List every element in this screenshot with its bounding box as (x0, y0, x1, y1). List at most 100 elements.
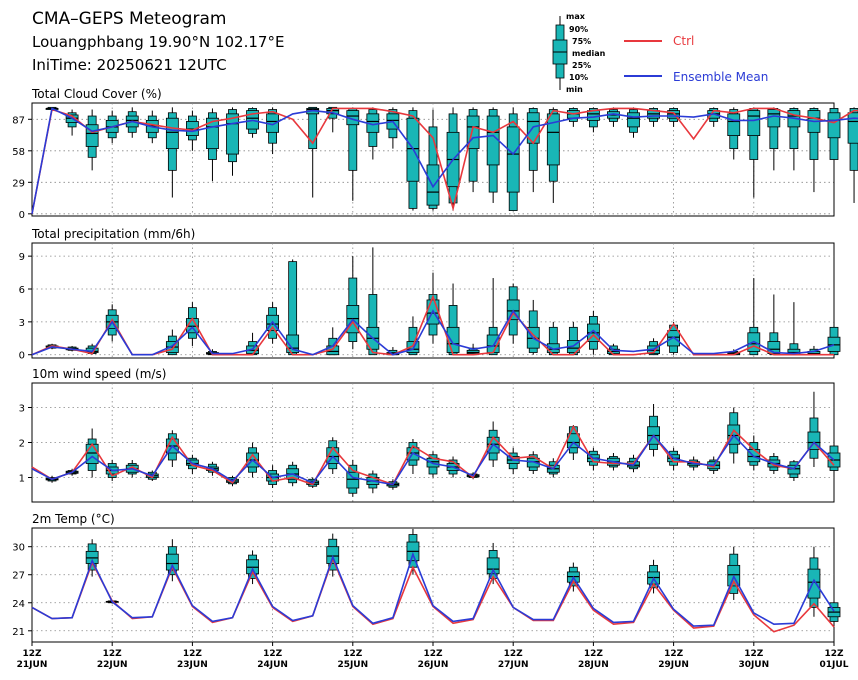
ctrl-series-line (31, 294, 834, 356)
box-plot (747, 107, 761, 198)
box-outer (368, 294, 378, 356)
x-tick-date: 27JUN (498, 660, 529, 670)
box-inner (807, 568, 821, 599)
x-tick-date: 22JUN (97, 660, 128, 670)
legend-ctrl-label: Ctrl (673, 34, 694, 48)
x-tick-date: 26JUN (418, 660, 449, 670)
box-plot (85, 539, 99, 577)
box-plot (406, 107, 420, 211)
panel-temp: 21 24 27 30 (12, 527, 841, 643)
box-inner (827, 112, 841, 139)
box-plot (165, 539, 179, 582)
panel-title-wind: 10m wind speed (m/s) (32, 367, 166, 381)
x-tick-hour: 12Z (423, 649, 443, 659)
y-tick-label: 1 (19, 474, 25, 485)
y-tick-label: 0 (19, 210, 25, 221)
box-inner (667, 330, 680, 347)
legend-p90: 90% (569, 25, 588, 34)
y-tick-label: 87 (12, 115, 25, 126)
legend-box-glyph (552, 16, 568, 90)
box-plot (847, 107, 858, 203)
box-inner (546, 113, 560, 166)
box-plot (165, 107, 179, 198)
box-plot (827, 107, 841, 193)
x-tick-hour: 12Z (584, 649, 604, 659)
legend-p10: 10% (569, 73, 588, 82)
panel-wind: 1 2 3 (19, 382, 841, 503)
box-plot (827, 321, 841, 356)
legend-median: median (572, 49, 606, 58)
box-plot (667, 321, 680, 355)
legend-p75: 75% (572, 37, 591, 46)
box-inner (165, 553, 179, 571)
x-tick-hour: 12Z (343, 649, 363, 659)
x-tick-hour: 12Z (824, 649, 844, 659)
x-tick-hour: 12Z (103, 649, 123, 659)
box-plot (546, 107, 560, 203)
box-inner (767, 109, 781, 128)
mean-series-line (31, 309, 835, 356)
box-inner (406, 341, 420, 353)
mean-series-line (31, 551, 835, 627)
x-tick-date: 21JUN (17, 660, 48, 670)
box-inner (727, 113, 741, 136)
panel-precip: 0 3 6 9 (19, 242, 841, 362)
y-tick-label: 29 (12, 178, 25, 189)
x-tick-date: 25JUN (337, 660, 368, 670)
location-label: Louangphbang 19.90°N 102.17°E (32, 33, 284, 51)
legend: max 90% 75% median 25% 10% min Ctrl Ense… (552, 12, 768, 94)
x-tick-hour: 12Z (22, 649, 42, 659)
box-plot (647, 107, 660, 127)
box-inner (506, 126, 520, 193)
box-outer (809, 108, 819, 160)
y-tick-label: 0 (19, 351, 25, 362)
box-plot (346, 460, 360, 497)
legend-p25: 25% (572, 61, 591, 70)
box-outer (308, 106, 318, 150)
box-inner (486, 557, 500, 575)
box-inner (847, 112, 858, 144)
y-tick-label: 3 (19, 318, 25, 329)
x-tick-hour: 12Z (744, 649, 764, 659)
y-tick-label: 58 (12, 147, 25, 158)
box-plot (506, 107, 520, 211)
y-tick-label: 24 (12, 599, 25, 610)
legend-mean-label: Ensemble Mean (673, 70, 768, 84)
x-tick-date: 24JUN (257, 660, 288, 670)
y-tick-label: 9 (19, 252, 25, 263)
box-plot (286, 259, 300, 356)
box-plot (827, 591, 841, 628)
mean-series-line (31, 107, 858, 214)
y-tick-label: 27 (12, 571, 25, 582)
y-tick-label: 6 (19, 285, 25, 296)
y-tick-label: 3 (19, 404, 25, 415)
init-time-label: IniTime: 20250621 12UTC (32, 56, 227, 74)
x-tick-date: 30JUN (738, 660, 769, 670)
legend-max: max (566, 12, 586, 21)
box-plot (787, 302, 801, 356)
y-tick-label: 2 (19, 439, 25, 450)
x-tick-hour: 12Z (263, 649, 283, 659)
x-tick-date: 29JUN (658, 660, 689, 670)
panel-title-temp: 2m Temp (°C) (32, 512, 115, 526)
box-inner (226, 113, 239, 155)
box-inner (446, 326, 460, 353)
box-plot (246, 107, 259, 138)
panel-cloud: 0 29 58 87 (12, 102, 858, 221)
x-tick-date: 28JUN (578, 660, 609, 670)
legend-min: min (566, 85, 583, 94)
box-inner (627, 112, 640, 128)
box-plot (587, 310, 600, 355)
box-plot (246, 550, 259, 585)
x-tick-hour: 12Z (664, 649, 684, 659)
box-inner (747, 110, 761, 136)
x-tick-hour: 12Z (183, 649, 203, 659)
y-tick-label: 30 (12, 543, 25, 554)
box-plot (406, 528, 420, 575)
x-axis: 12Z21JUN12Z22JUN12Z23JUN12Z24JUN12Z25JUN… (17, 642, 849, 670)
x-tick-date: 01JUL (820, 660, 849, 670)
box-plot (466, 107, 480, 193)
ctrl-series-line (31, 107, 858, 214)
